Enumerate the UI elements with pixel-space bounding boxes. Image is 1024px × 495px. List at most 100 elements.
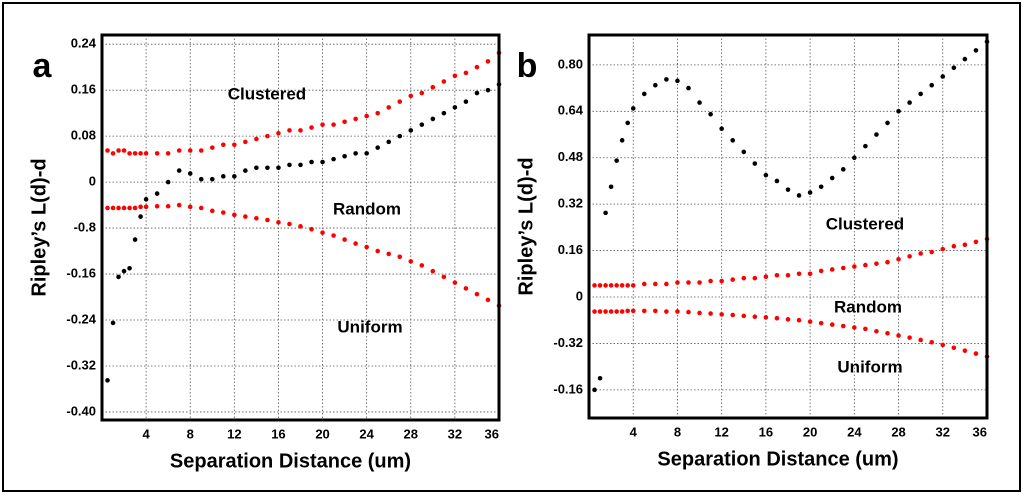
data-point [232, 174, 237, 179]
x-tick-label: 24 [847, 424, 862, 439]
data-point [863, 262, 868, 268]
y-tick-label: 0.16 [71, 82, 96, 97]
x-tick-label: 8 [187, 426, 194, 441]
data-point [154, 151, 160, 156]
data-point [907, 100, 912, 105]
data-point [364, 244, 369, 250]
data-point [287, 221, 292, 227]
x-axis-title: Separation Distance (um) [657, 448, 898, 470]
data-point [298, 162, 303, 168]
data-point [608, 283, 614, 288]
x-tick-label: 4 [142, 426, 150, 441]
data-point [840, 167, 846, 172]
annotation: Clustered [228, 84, 306, 103]
data-point [209, 208, 215, 214]
data-point [730, 138, 736, 143]
data-point [896, 333, 901, 338]
data-point [708, 311, 713, 316]
data-point [121, 148, 127, 153]
data-point [276, 220, 281, 225]
x-tick-label: 32 [936, 424, 950, 439]
data-point [154, 203, 160, 209]
data-point [452, 280, 458, 285]
x-tick-label: 28 [891, 424, 905, 439]
data-point [121, 268, 127, 274]
data-point [907, 254, 912, 259]
data-point [353, 116, 358, 122]
data-point [625, 120, 630, 126]
data-point [829, 267, 835, 272]
data-point [309, 125, 314, 130]
x-tick-label: 28 [404, 426, 418, 441]
data-point [896, 256, 901, 262]
data-point [463, 70, 469, 76]
data-point [719, 312, 724, 317]
data-point [176, 202, 182, 208]
data-point [127, 205, 132, 211]
data-point [686, 85, 691, 91]
data-point [874, 261, 879, 266]
data-point [138, 204, 143, 210]
x-tick-label: 16 [759, 424, 773, 439]
x-tick-label: 12 [227, 426, 241, 441]
data-point [430, 84, 436, 90]
x-tick-label: 20 [315, 426, 329, 441]
data-point [276, 130, 281, 136]
data-point [653, 308, 658, 314]
data-point [287, 128, 292, 133]
data-point [829, 322, 835, 327]
x-tick-label: 8 [674, 424, 681, 439]
data-point [463, 99, 469, 104]
data-point [132, 237, 138, 242]
data-point [653, 82, 658, 88]
x-tick-label: 32 [448, 426, 462, 441]
y-tick-label: -0.8 [74, 220, 96, 235]
data-point [973, 351, 979, 356]
data-point [441, 79, 447, 84]
data-point [105, 148, 110, 153]
data-point [885, 259, 890, 265]
data-point [951, 65, 957, 71]
data-point [243, 168, 248, 173]
data-point [375, 248, 380, 254]
data-point [785, 272, 791, 278]
data-point [441, 274, 447, 280]
data-point [603, 309, 608, 314]
data-point [408, 93, 414, 99]
data-point [597, 309, 603, 314]
data-point [397, 133, 403, 139]
data-point [474, 64, 480, 70]
data-point [641, 281, 647, 287]
data-point [138, 151, 143, 156]
y-axis-title: Ripley’s L(d)-d [28, 158, 50, 296]
data-point [165, 151, 171, 156]
data-point [331, 156, 336, 162]
y-tick-label: 0.80 [558, 56, 583, 71]
data-point [603, 283, 608, 288]
data-point [619, 283, 625, 288]
plot-frame [100, 33, 501, 422]
data-point [221, 210, 226, 215]
y-tick-label: 0.16 [558, 242, 583, 257]
data-point [397, 99, 403, 104]
data-point [132, 205, 138, 211]
data-point [592, 309, 597, 314]
data-point [597, 375, 603, 381]
data-point [474, 291, 480, 297]
data-point [221, 174, 226, 179]
data-point [485, 87, 491, 93]
data-point [254, 165, 259, 171]
data-point [664, 77, 669, 82]
data-point [110, 205, 116, 211]
data-point [127, 151, 132, 156]
data-point [807, 319, 813, 324]
data-point [730, 312, 736, 318]
data-point [719, 126, 724, 132]
data-point [962, 242, 968, 248]
x-axis-title: Separation Distance (um) [170, 450, 411, 472]
data-point [353, 241, 358, 246]
data-point [265, 133, 270, 139]
data-point [874, 328, 879, 334]
data-point [918, 251, 923, 256]
